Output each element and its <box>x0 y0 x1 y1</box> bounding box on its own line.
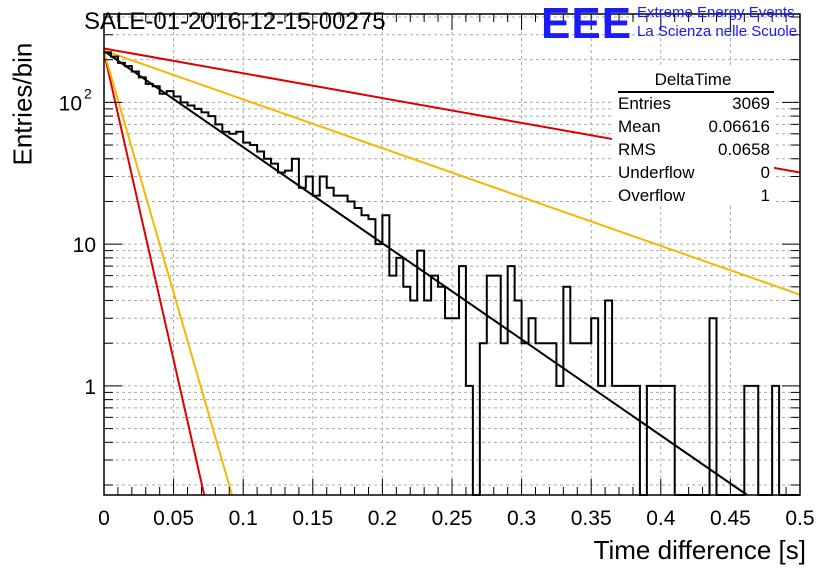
stats-divider <box>618 91 774 93</box>
eee-logo: EEE <box>541 0 633 48</box>
stats-title: DeltaTime <box>654 70 732 89</box>
x-tick-label: 0.25 <box>432 507 473 530</box>
stats-row-entries: Entries 3069 <box>618 94 770 116</box>
stats-key: Mean <box>618 117 661 136</box>
x-tick-label: 0.45 <box>710 507 751 530</box>
y-tick-label: 10 <box>59 92 82 115</box>
stats-row-mean: Mean 0.06616 <box>618 117 770 139</box>
stats-value: 0.0658 <box>718 140 770 159</box>
histogram-series <box>104 51 800 496</box>
stats-key: Entries <box>618 94 671 113</box>
stats-value: 0 <box>760 163 770 182</box>
stats-box: DeltaTime Entries 3069 Mean 0.06616 RMS … <box>612 66 774 206</box>
run-title: SALE-01-2016-12-15-00275 <box>84 8 386 35</box>
x-axis-label: Time difference [s] <box>593 535 806 565</box>
stats-key: Underflow <box>618 163 695 182</box>
x-tick-label: 0.1 <box>229 507 258 530</box>
x-tick-label: 0.35 <box>571 507 612 530</box>
stats-row-rms: RMS 0.0658 <box>618 140 770 162</box>
x-tick-label: 0.2 <box>368 507 397 530</box>
stats-value: 0.06616 <box>708 117 770 136</box>
x-tick-labels: 0 0.05 0.1 0.15 0.2 0.25 0.3 0.35 0.4 0.45 0.5 <box>98 507 814 530</box>
x-tick-label: 0.5 <box>785 507 814 530</box>
fit-line <box>103 49 801 296</box>
fit-line <box>103 52 206 496</box>
stats-key: RMS <box>618 140 656 159</box>
y-axis-label: Entries/bin <box>7 42 38 166</box>
stats-row-underflow: Underflow 0 <box>618 163 770 185</box>
y-tick-label: 10 <box>73 234 96 257</box>
x-tick-label: 0.3 <box>507 507 536 530</box>
x-tick-label: 0.4 <box>646 507 676 530</box>
stats-value: 1 <box>760 186 770 205</box>
logo-line-1: Extreme Energy Events <box>637 4 795 21</box>
logo-line-2: La Scienza nelle Scuole <box>637 23 798 40</box>
x-tick-label: 0.05 <box>153 507 194 530</box>
stats-value: 3069 <box>732 94 770 113</box>
x-tick-label: 0.15 <box>292 507 333 530</box>
y-tick-label: 1 <box>84 376 96 399</box>
stats-row-overflow: Overflow 1 <box>618 186 770 208</box>
fit-line <box>103 51 234 496</box>
y-tick-exponent: 2 <box>84 85 92 101</box>
x-tick-label: 0 <box>98 507 110 530</box>
axes <box>103 13 801 496</box>
stats-key: Overflow <box>618 186 686 205</box>
